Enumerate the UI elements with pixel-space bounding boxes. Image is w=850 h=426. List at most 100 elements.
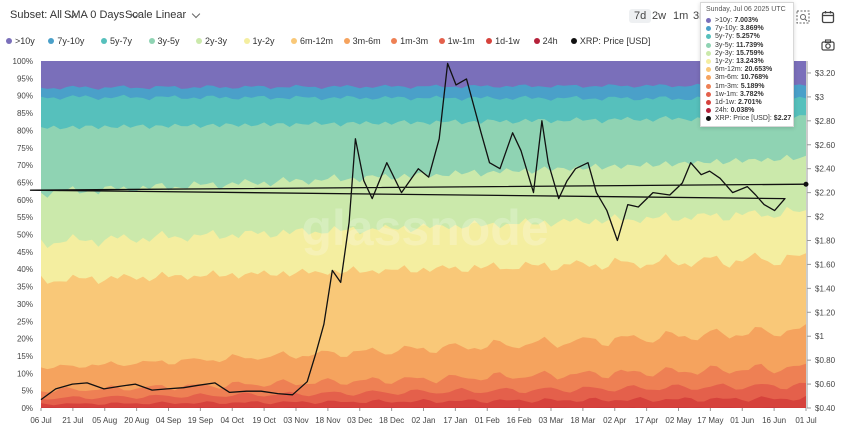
tooltip-dot	[706, 42, 711, 48]
legend-item[interactable]: 24h	[533, 36, 558, 46]
y-left-tick-label: 45%	[17, 248, 33, 257]
legend-item[interactable]: 1d-1w	[486, 36, 520, 46]
legend-dot	[6, 38, 12, 44]
x-tick-label: 19 Oct	[252, 416, 276, 425]
tooltip-value: 5.257%	[736, 33, 760, 41]
y-left-tick-label: 30%	[17, 300, 33, 309]
legend-dot	[533, 38, 540, 44]
tooltip-label: 5y-7y:	[715, 33, 735, 41]
tooltip-row: 3y-5y: 11.739%	[706, 42, 763, 49]
y-left-tick-label: 75%	[17, 144, 33, 153]
y-right-tick-label: $1	[815, 332, 824, 341]
y-left-tick-label: 95%	[17, 74, 33, 83]
tooltip-row: XRP: Price [USD]: $2.27	[706, 115, 791, 122]
y-left-tick-label: 55%	[17, 213, 33, 222]
tooltip-row: 1w-1m: 3.782%	[706, 91, 764, 98]
legend-item[interactable]: XRP: Price [USD]	[570, 36, 651, 46]
y-right-tick-label: $0.80	[815, 356, 836, 365]
legend-item[interactable]: 1m-3m	[391, 36, 428, 46]
x-tick-label: 17 Apr	[635, 416, 658, 425]
x-tick-label: 02 Jan	[411, 416, 435, 425]
legend-item[interactable]: 7y-10y	[48, 36, 84, 46]
x-tick-label: 19 Sep	[188, 416, 214, 425]
y-right-tick-label: $1.60	[815, 260, 836, 269]
tooltip-row: 24h: 0.038%	[706, 107, 754, 114]
x-tick-label: 01 Feb	[475, 416, 500, 425]
y-right-tick-label: $2.80	[815, 117, 836, 126]
legend-item[interactable]: 3m-6m	[343, 36, 381, 46]
tooltip-label: XRP: Price [USD]:	[715, 115, 772, 123]
tooltip-dot	[706, 34, 711, 40]
legend-label: XRP: Price [USD]	[579, 36, 651, 46]
tooltip-label: 3m-6m:	[715, 74, 739, 82]
tooltip-value: $2.27	[773, 115, 792, 123]
y-left-tick-label: 50%	[17, 231, 33, 240]
calendar-icon[interactable]	[819, 8, 837, 26]
x-tick-label: 03 Mar	[539, 416, 564, 425]
subset-label: Subset: All	[10, 9, 62, 21]
tooltip-row: 5y-7y: 5.257%	[706, 33, 760, 40]
tooltip-value: 20.653%	[744, 66, 773, 74]
legend-label: 7y-10y	[57, 36, 85, 46]
y-right-tick-label: $3	[815, 93, 824, 102]
x-tick-label: 01 Jul	[795, 416, 817, 425]
tooltip-row: 1m-3m: 5.189%	[706, 83, 764, 90]
tooltip-row: >10y: 7.003%	[706, 17, 758, 24]
x-tick-label: 20 Aug	[124, 416, 149, 425]
legend-label: 2y-3y	[205, 36, 228, 46]
tooltip-dot	[706, 83, 711, 89]
y-left-tick-label: 10%	[17, 369, 33, 378]
y-left-tick-label: 40%	[17, 265, 33, 274]
tooltip-dot	[706, 91, 711, 97]
tooltip-row: 2y-3y: 15.759%	[706, 50, 764, 57]
legend-item[interactable]: 6m-12m	[291, 36, 333, 46]
range-1m-button[interactable]: 1m	[673, 10, 689, 22]
tooltip-dot	[706, 18, 711, 23]
legend-item[interactable]: >10y	[6, 36, 35, 46]
tooltip-label: 1y-2y:	[715, 58, 735, 65]
y-left-tick-label: 5%	[21, 387, 33, 396]
legend-dot	[101, 38, 107, 44]
legend-item[interactable]: 3y-5y	[148, 36, 180, 46]
tooltip-dot	[706, 26, 711, 32]
y-left-tick-label: 70%	[17, 161, 33, 170]
x-tick-label: 16 Jun	[762, 416, 786, 425]
range-2w-button[interactable]: 2w	[652, 10, 667, 22]
y-right-tick-label: $1.40	[815, 284, 836, 293]
scale-dropdown[interactable]: Scale Linear	[125, 9, 201, 21]
tooltip-date: Sunday, Jul 06 2025 UTC	[706, 6, 786, 13]
sma-dropdown[interactable]: SMA 0 Days	[64, 9, 139, 21]
tooltip-dot	[706, 75, 711, 81]
legend-dot	[243, 38, 250, 44]
y-right-tick-label: $0.40	[815, 404, 836, 413]
legend-label: 1d-1w	[495, 36, 520, 46]
subset-dropdown[interactable]: Subset: All	[10, 9, 77, 21]
y-left-tick-label: 80%	[17, 126, 33, 135]
x-tick-label: 04 Sep	[156, 416, 182, 425]
tooltip-label: >10y:	[715, 17, 733, 24]
y-right-tick-label: $2.40	[815, 165, 836, 174]
y-right-tick-label: $2	[815, 213, 824, 222]
range-7d-button[interactable]: 7d	[629, 9, 652, 23]
legend-label: 1w-1m	[447, 36, 475, 46]
tooltip-value: 7.003%	[734, 17, 759, 24]
camera-icon[interactable]	[819, 36, 837, 54]
y-left-tick-label: 0%	[21, 404, 33, 413]
legend-item[interactable]: 2y-3y	[196, 36, 227, 46]
legend-item[interactable]: 5y-7y	[101, 36, 132, 46]
y-left-tick-label: 20%	[17, 335, 33, 344]
legend-dot	[343, 38, 350, 44]
y-left-tick-label: 85%	[17, 109, 33, 118]
area-band-1d1w	[41, 395, 806, 408]
y-right-tick-label: $3.20	[815, 69, 836, 78]
tooltip-dot	[706, 59, 711, 64]
tooltip-dot	[706, 100, 711, 105]
tooltip-value: 3.869%	[739, 25, 764, 33]
x-tick-label: 17 Jan	[443, 416, 467, 425]
legend-item[interactable]: 1w-1m	[438, 36, 475, 46]
scale-label: Scale Linear	[125, 9, 187, 21]
zoom-select-icon[interactable]	[794, 8, 812, 26]
tooltip-label: 24h:	[715, 107, 729, 115]
legend-item[interactable]: 1y-2y	[243, 36, 275, 46]
x-tick-label: 18 Mar	[570, 416, 595, 425]
